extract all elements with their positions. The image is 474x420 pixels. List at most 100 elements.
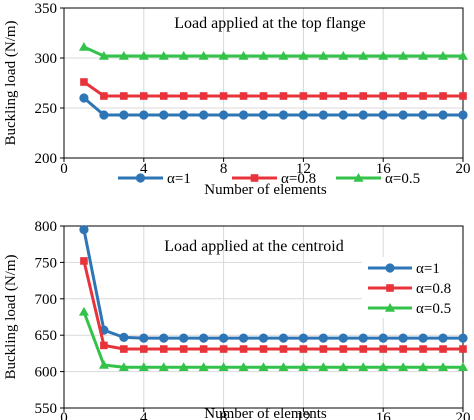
data-point: [119, 332, 129, 342]
x-tick-label: 20: [456, 410, 471, 420]
x-tick-label: 0: [60, 161, 68, 177]
data-point: [278, 333, 289, 343]
data-point: [358, 51, 369, 60]
data-point: [239, 345, 248, 353]
data-point: [358, 110, 368, 120]
plot-area-frame: [63, 225, 464, 409]
data-point: [138, 51, 149, 60]
chart-title: Load applied at the top flange: [174, 15, 365, 32]
data-point: [458, 51, 468, 60]
y-tick-label: 250: [35, 101, 58, 117]
data-point: [178, 362, 189, 371]
data-point: [458, 362, 468, 371]
data-point: [399, 345, 407, 353]
x-axis-title: Number of elements: [204, 406, 327, 420]
data-point: [278, 110, 289, 120]
x-tick-label: 16: [376, 410, 392, 420]
legend-label: α=1: [416, 261, 440, 277]
data-point: [278, 51, 289, 60]
x-tick-label: 20: [456, 161, 471, 177]
data-point: [398, 51, 409, 60]
legend-marker: [250, 174, 259, 182]
y-tick-label: 800: [35, 219, 58, 235]
data-point: [378, 362, 389, 371]
y-tick-label: 600: [35, 365, 58, 381]
x-tick-label: 0: [60, 410, 68, 420]
data-point: [398, 333, 408, 343]
data-point: [179, 345, 188, 353]
legend-label: α=0.8: [281, 171, 316, 187]
data-point: [140, 92, 148, 100]
data-point: [199, 92, 208, 100]
y-tick-label: 750: [35, 255, 58, 271]
data-point: [79, 93, 89, 103]
data-point: [238, 362, 249, 371]
data-point: [219, 110, 229, 120]
data-point: [238, 333, 249, 343]
data-point: [339, 92, 348, 100]
legend-item: α=0.5: [368, 301, 451, 317]
data-point: [158, 362, 169, 371]
data-point: [238, 110, 249, 120]
data-point: [338, 110, 348, 120]
data-point: [78, 306, 89, 316]
legend-marker: [135, 173, 146, 183]
data-point: [98, 360, 109, 369]
data-point: [338, 333, 348, 343]
legend-item: α=1: [118, 171, 191, 187]
data-point: [80, 257, 88, 265]
data-point: [199, 345, 208, 353]
data-point: [219, 345, 228, 353]
data-point: [138, 362, 149, 371]
legend-label: α=0.5: [385, 171, 420, 187]
series-line: [82, 311, 463, 369]
data-point: [198, 362, 209, 371]
y-tick-label: 200: [35, 151, 58, 167]
series-3: [78, 306, 468, 371]
chart-title: Load applied at the centroid: [164, 238, 343, 255]
data-point: [99, 110, 109, 120]
data-point: [258, 110, 269, 120]
x-tick-label: 16: [376, 161, 392, 177]
series-line: [83, 45, 463, 58]
legend-marker: [385, 263, 395, 273]
data-point: [339, 345, 348, 353]
data-point: [338, 51, 349, 60]
data-point: [438, 333, 448, 343]
series-3: [78, 42, 468, 60]
data-point: [219, 92, 228, 100]
data-point: [299, 345, 308, 353]
data-point: [278, 362, 289, 371]
data-point: [318, 333, 328, 343]
data-point: [459, 92, 467, 100]
data-point: [139, 110, 149, 120]
x-tick-label: 8: [220, 410, 228, 420]
x-tick-label: 4: [140, 161, 148, 177]
top-flange-chart: 0 4 8 12 16 20 200 250 300 350 Number of elements B…: [3, 1, 471, 198]
data-point: [418, 51, 429, 60]
data-point: [298, 51, 309, 60]
data-point: [179, 333, 189, 343]
data-point: [318, 362, 329, 371]
data-point: [298, 333, 308, 343]
data-point: [439, 92, 447, 100]
data-point: [378, 333, 388, 343]
data-point: [258, 51, 269, 60]
legend-label: α=0.8: [416, 281, 451, 297]
data-point: [158, 51, 169, 60]
x-tick-label: 12: [296, 410, 311, 420]
x-tick-label: 4: [140, 410, 148, 420]
y-tick-label: 650: [35, 328, 58, 344]
data-point: [418, 110, 428, 120]
data-point: [458, 110, 468, 120]
y-tick-label: 300: [35, 51, 58, 67]
data-point: [78, 42, 89, 51]
data-point: [199, 110, 209, 120]
data-point: [379, 345, 387, 353]
series-2: [80, 78, 467, 100]
data-point: [98, 51, 109, 60]
y-tick-label: 550: [35, 401, 58, 417]
data-point: [319, 345, 328, 353]
legend-item: α=0.8: [368, 281, 451, 297]
